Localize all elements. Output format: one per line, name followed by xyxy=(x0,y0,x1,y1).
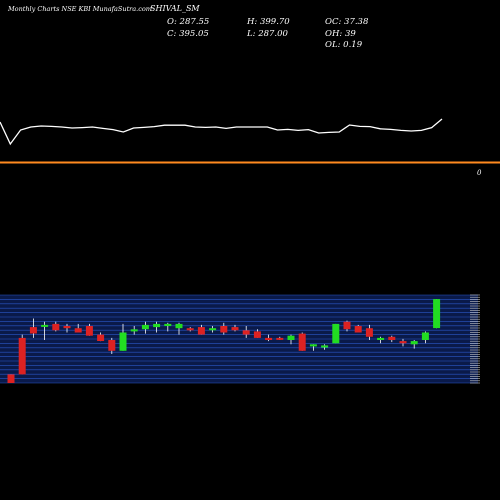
candle-body xyxy=(399,341,407,344)
candle-body xyxy=(7,374,15,383)
candle-body xyxy=(175,323,183,329)
ol-value: OL: 0.19 xyxy=(325,40,363,50)
candle-body xyxy=(130,329,138,332)
candle-body xyxy=(309,344,317,347)
candle-body xyxy=(388,336,396,340)
candle-body xyxy=(287,335,295,340)
candle-body xyxy=(433,299,441,329)
candle-body xyxy=(41,324,49,327)
candle-body xyxy=(354,326,362,333)
close-value: C: 395.05 xyxy=(167,29,209,39)
candle-body xyxy=(410,341,418,345)
candle-body xyxy=(97,334,105,341)
open-value: O: 287.55 xyxy=(167,17,210,27)
candle-body xyxy=(332,323,340,344)
indicator-level-label: 0 xyxy=(477,169,482,177)
candle-body xyxy=(298,333,306,351)
candle-body xyxy=(141,324,149,330)
symbol-label: SHIVAL_SM xyxy=(150,4,200,13)
candle-body xyxy=(119,332,127,351)
site-title: Monthly Charts NSE KBI MunafaSutra.com xyxy=(8,5,152,13)
candle-body xyxy=(209,328,217,331)
candlestick-layer xyxy=(7,299,441,383)
candle-body xyxy=(18,337,26,375)
candle-body xyxy=(377,337,385,340)
oh-value: OH: 39 xyxy=(325,29,356,39)
candle-body xyxy=(421,332,429,340)
candle-body xyxy=(85,326,93,336)
candle-body xyxy=(74,328,82,333)
right-axis-ticks xyxy=(470,294,480,384)
candle-body xyxy=(164,323,172,326)
candle-body xyxy=(321,345,329,348)
candle-body xyxy=(343,321,351,330)
oc-value: OC: 37.38 xyxy=(325,17,369,27)
candle-body xyxy=(52,323,60,331)
candle-body xyxy=(365,328,373,337)
low-value: L: 287.00 xyxy=(247,29,288,39)
candle-body xyxy=(197,327,205,335)
candle-body xyxy=(231,327,239,331)
candle-body xyxy=(242,330,250,335)
candle-body xyxy=(186,328,194,331)
candle-body xyxy=(253,331,261,338)
candle-body xyxy=(265,337,273,340)
candle-body xyxy=(29,327,37,334)
indicator-line-layer xyxy=(0,118,500,164)
candle-body xyxy=(63,326,71,329)
candle-body xyxy=(153,323,161,328)
indicator-series-line xyxy=(0,118,443,146)
candle-body xyxy=(276,337,284,340)
high-value: H: 399.70 xyxy=(247,17,290,27)
candle-body xyxy=(108,340,116,351)
volume-band-background xyxy=(0,294,478,384)
candle-body xyxy=(220,326,228,333)
